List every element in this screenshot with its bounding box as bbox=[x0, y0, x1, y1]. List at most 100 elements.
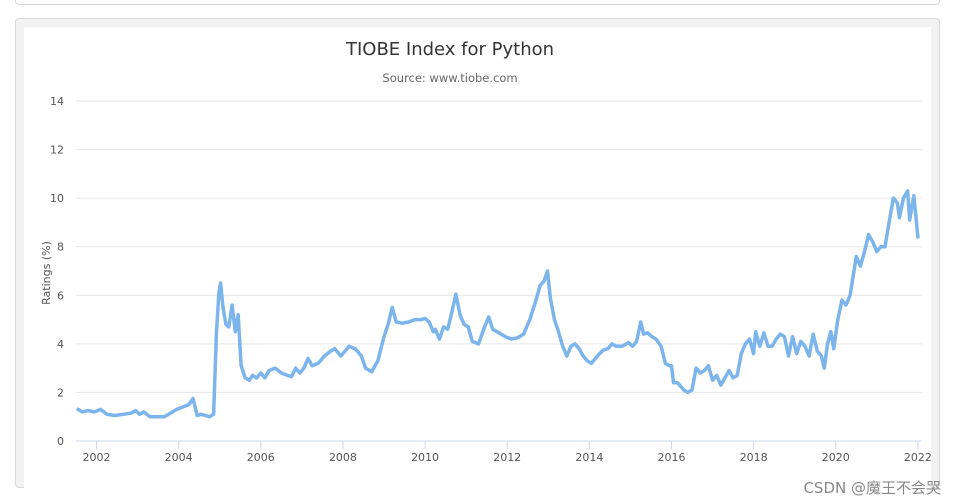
data-point bbox=[799, 340, 802, 343]
data-point bbox=[450, 311, 453, 314]
data-point bbox=[424, 317, 427, 320]
data-point bbox=[888, 221, 891, 224]
data-point bbox=[467, 325, 470, 328]
data-point bbox=[691, 389, 694, 392]
data-point bbox=[383, 335, 386, 338]
data-point bbox=[323, 355, 326, 358]
data-point bbox=[549, 296, 552, 299]
x-tick-label: 2006 bbox=[247, 451, 275, 464]
data-point bbox=[234, 330, 237, 333]
data-point bbox=[779, 333, 782, 336]
data-point bbox=[204, 414, 207, 417]
data-point bbox=[539, 284, 542, 287]
data-point bbox=[376, 359, 379, 362]
data-point bbox=[364, 367, 367, 370]
data-point bbox=[196, 414, 199, 417]
data-point bbox=[557, 330, 560, 333]
data-point bbox=[736, 374, 739, 377]
data-point bbox=[294, 367, 297, 370]
data-point bbox=[163, 415, 166, 418]
x-tick-label: 2008 bbox=[329, 451, 357, 464]
data-point bbox=[175, 408, 178, 411]
data-point bbox=[598, 352, 601, 355]
data-point bbox=[682, 389, 685, 392]
y-tick-label: 2 bbox=[57, 386, 64, 399]
data-point bbox=[407, 321, 410, 324]
data-point bbox=[902, 197, 905, 200]
data-point bbox=[829, 330, 832, 333]
data-point bbox=[553, 318, 556, 321]
data-point bbox=[274, 367, 277, 370]
data-point bbox=[594, 357, 597, 360]
watermark: CSDN @魔王不会哭 bbox=[803, 477, 941, 498]
data-point bbox=[896, 202, 899, 205]
data-point bbox=[130, 412, 133, 415]
y-tick-label: 4 bbox=[57, 338, 64, 351]
data-point bbox=[192, 397, 195, 400]
data-point bbox=[812, 333, 815, 336]
data-point bbox=[621, 345, 624, 348]
data-point bbox=[859, 265, 862, 268]
data-point bbox=[528, 318, 531, 321]
data-point bbox=[93, 410, 96, 413]
data-point bbox=[676, 381, 679, 384]
y-axis-title: Ratings (%) bbox=[40, 241, 53, 305]
data-point bbox=[122, 413, 125, 416]
data-point bbox=[879, 245, 882, 248]
data-point bbox=[561, 345, 564, 348]
data-point bbox=[420, 318, 423, 321]
data-point bbox=[463, 323, 466, 326]
data-point bbox=[354, 347, 357, 350]
data-point bbox=[615, 345, 618, 348]
data-point bbox=[360, 355, 363, 358]
data-point bbox=[884, 245, 887, 248]
y-tick-label: 10 bbox=[50, 192, 64, 205]
data-point bbox=[138, 413, 141, 416]
data-point bbox=[754, 330, 757, 333]
data-point bbox=[775, 338, 778, 341]
data-point bbox=[569, 345, 572, 348]
data-point bbox=[290, 375, 293, 378]
data-point bbox=[477, 342, 480, 345]
data-point bbox=[395, 321, 398, 324]
data-point bbox=[370, 370, 373, 373]
data-point bbox=[820, 355, 823, 358]
data-point bbox=[582, 355, 585, 358]
data-point bbox=[816, 350, 819, 353]
data-point bbox=[711, 379, 714, 382]
data-point bbox=[114, 414, 117, 417]
data-point bbox=[574, 342, 577, 345]
data-point bbox=[795, 352, 798, 355]
data-point bbox=[732, 376, 735, 379]
data-point bbox=[758, 345, 761, 348]
data-point bbox=[244, 376, 247, 379]
data-point bbox=[836, 318, 839, 321]
data-point bbox=[280, 372, 283, 375]
chart-panel: TIOBE Index for Python Source: www.tiobe… bbox=[15, 18, 940, 488]
data-point bbox=[428, 321, 431, 324]
x-tick-label: 2014 bbox=[575, 451, 603, 464]
data-point bbox=[586, 359, 589, 362]
x-tick-label: 2004 bbox=[165, 451, 193, 464]
data-point bbox=[871, 240, 874, 243]
data-point bbox=[908, 219, 911, 222]
data-point bbox=[728, 369, 731, 372]
data-point bbox=[516, 336, 519, 339]
data-point bbox=[215, 330, 218, 333]
data-point bbox=[590, 362, 593, 365]
data-point bbox=[510, 338, 513, 341]
data-point bbox=[434, 328, 437, 331]
data-point bbox=[442, 325, 445, 328]
data-point bbox=[906, 189, 909, 192]
chart-area: TIOBE Index for Python Source: www.tiobe… bbox=[24, 27, 931, 497]
data-point bbox=[471, 340, 474, 343]
data-point bbox=[219, 282, 222, 285]
data-point bbox=[840, 299, 843, 302]
data-point bbox=[307, 357, 310, 360]
data-point bbox=[672, 381, 675, 384]
chart-title: TIOBE Index for Python bbox=[345, 39, 554, 60]
data-point bbox=[783, 335, 786, 338]
data-point bbox=[650, 335, 653, 338]
data-point bbox=[744, 342, 747, 345]
data-point bbox=[268, 369, 271, 372]
